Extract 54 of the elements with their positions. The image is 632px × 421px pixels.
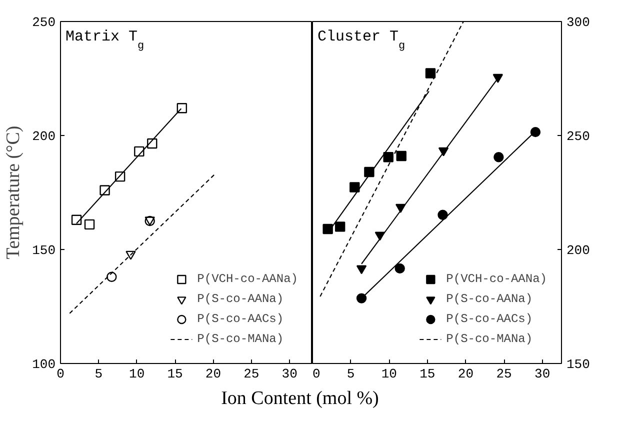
- y-tick-label: 150: [32, 243, 56, 258]
- x-tick-label: 10: [129, 366, 145, 382]
- x-tick-label: 5: [346, 366, 355, 382]
- point: [134, 146, 144, 157]
- x-tick-label: 30: [534, 366, 550, 382]
- point: [147, 138, 158, 149]
- x-tick-label: 20: [205, 366, 222, 382]
- x-tick-label: 25: [496, 366, 512, 382]
- point: [322, 224, 333, 234]
- x-tick-label: 0: [56, 366, 64, 382]
- x-tick-label: 5: [94, 366, 103, 382]
- y2-tick-label: 250: [566, 129, 590, 144]
- y2-tick-label: 150: [566, 357, 590, 372]
- point: [394, 263, 405, 274]
- legend-label: P(VCH-co-AANa): [446, 272, 547, 286]
- point: [106, 272, 117, 282]
- point: [425, 68, 436, 78]
- legend-label: P(S-co-AANa): [446, 292, 533, 306]
- x-tick-label: 15: [167, 366, 183, 382]
- point: [71, 214, 82, 225]
- point: [356, 265, 367, 274]
- x-tick-label: 10: [381, 366, 397, 382]
- legend-label: P(S-co-AANa): [197, 292, 284, 306]
- y-tick-label: 200: [32, 129, 56, 144]
- point: [438, 210, 448, 220]
- y2-tick-label: 300: [566, 15, 590, 30]
- point: [100, 185, 110, 196]
- x-axis-title: Ion Content (mol %): [221, 387, 379, 411]
- point: [383, 152, 394, 162]
- point: [84, 219, 95, 230]
- x-tick-label: 25: [244, 366, 260, 382]
- point: [494, 152, 504, 162]
- y2-tick-label: 200: [566, 243, 590, 258]
- point: [492, 74, 504, 83]
- point: [176, 103, 188, 114]
- point: [126, 250, 136, 260]
- point: [530, 126, 541, 138]
- x-tick-label: 20: [458, 366, 474, 382]
- point: [356, 293, 367, 304]
- legend-label: P(S-co-MANa): [197, 332, 284, 346]
- legend-label: P(VCH-co-AANa): [197, 272, 298, 286]
- x-tick-label: 30: [282, 366, 298, 382]
- point: [334, 222, 346, 232]
- x-tick-label: 0: [312, 366, 320, 382]
- point: [114, 171, 126, 182]
- legend-label: P(S-co-AACs): [197, 312, 284, 326]
- y-axis-title: Temperature (°C): [3, 126, 24, 260]
- legend-label: P(S-co-MANa): [446, 332, 533, 346]
- y-tick-label: 250: [32, 15, 56, 30]
- legend-label: P(S-co-AACs): [446, 312, 533, 326]
- y-tick-label: 100: [32, 357, 56, 372]
- point: [350, 182, 360, 192]
- x-tick-label: 15: [420, 366, 436, 382]
- point: [396, 150, 406, 162]
